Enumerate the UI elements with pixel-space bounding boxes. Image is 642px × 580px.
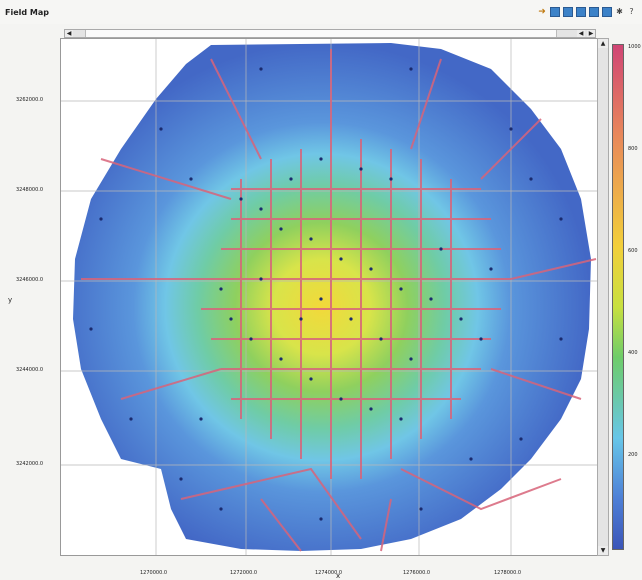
colorbar-tick: 400 [628, 350, 638, 356]
scroll-right-end-icon[interactable]: ▶ [587, 30, 595, 37]
arrow-icon[interactable]: ➜ [538, 7, 546, 17]
view4-icon[interactable] [589, 7, 599, 17]
colorbar-tick: 600 [628, 248, 638, 254]
x-axis-tick: 1270000.0 [140, 570, 168, 576]
x-axis-label: x [336, 572, 341, 580]
window-title: Field Map [5, 8, 49, 17]
x-axis-tick: 1278000.0 [494, 570, 522, 576]
colorbar-tick: 800 [628, 146, 638, 152]
y-axis-label: y [8, 296, 13, 304]
x-axis-tick: 1272000.0 [230, 570, 258, 576]
x-axis-tick: 1274000.0 [315, 570, 343, 576]
horizontal-scroll-thumb[interactable] [85, 30, 557, 37]
scroll-up-icon[interactable]: ▲ [598, 39, 608, 48]
vertical-scrollbar[interactable]: ▲ ▼ [597, 38, 609, 556]
y-axis-tick: 3248000.0 [16, 187, 44, 193]
station-markers [89, 67, 563, 521]
y-axis-tick: 3246000.0 [16, 277, 44, 283]
scroll-down-icon[interactable]: ▼ [598, 546, 608, 555]
road-network [81, 49, 597, 552]
help-icon[interactable]: ? [629, 7, 634, 16]
settings-icon[interactable]: ✱ [616, 7, 623, 16]
window-titlebar: Field Map ➜ ✱ ? [0, 0, 642, 24]
toolbar: ➜ ✱ ? [537, 7, 636, 17]
view2-icon[interactable] [563, 7, 573, 17]
colorbar-tick: 1000 [628, 44, 641, 50]
scroll-left-icon[interactable]: ◀ [65, 30, 73, 37]
view1-icon[interactable] [550, 7, 560, 17]
y-axis-tick: 3242000.0 [16, 461, 44, 467]
x-axis-tick: 1276000.0 [403, 570, 431, 576]
view3-icon[interactable] [576, 7, 586, 17]
horizontal-scrollbar[interactable]: ◀ ◀ ▶ [64, 29, 596, 38]
heatmap-svg [61, 39, 599, 555]
field-map-canvas[interactable] [60, 38, 600, 556]
y-axis-tick: 3244000.0 [16, 367, 44, 373]
view5-icon[interactable] [602, 7, 612, 17]
scroll-right-icon[interactable]: ◀ [577, 30, 585, 37]
colorbar-tick: 200 [628, 452, 638, 458]
y-axis-tick: 3262000.0 [16, 97, 44, 103]
color-scale-bar [612, 44, 624, 550]
